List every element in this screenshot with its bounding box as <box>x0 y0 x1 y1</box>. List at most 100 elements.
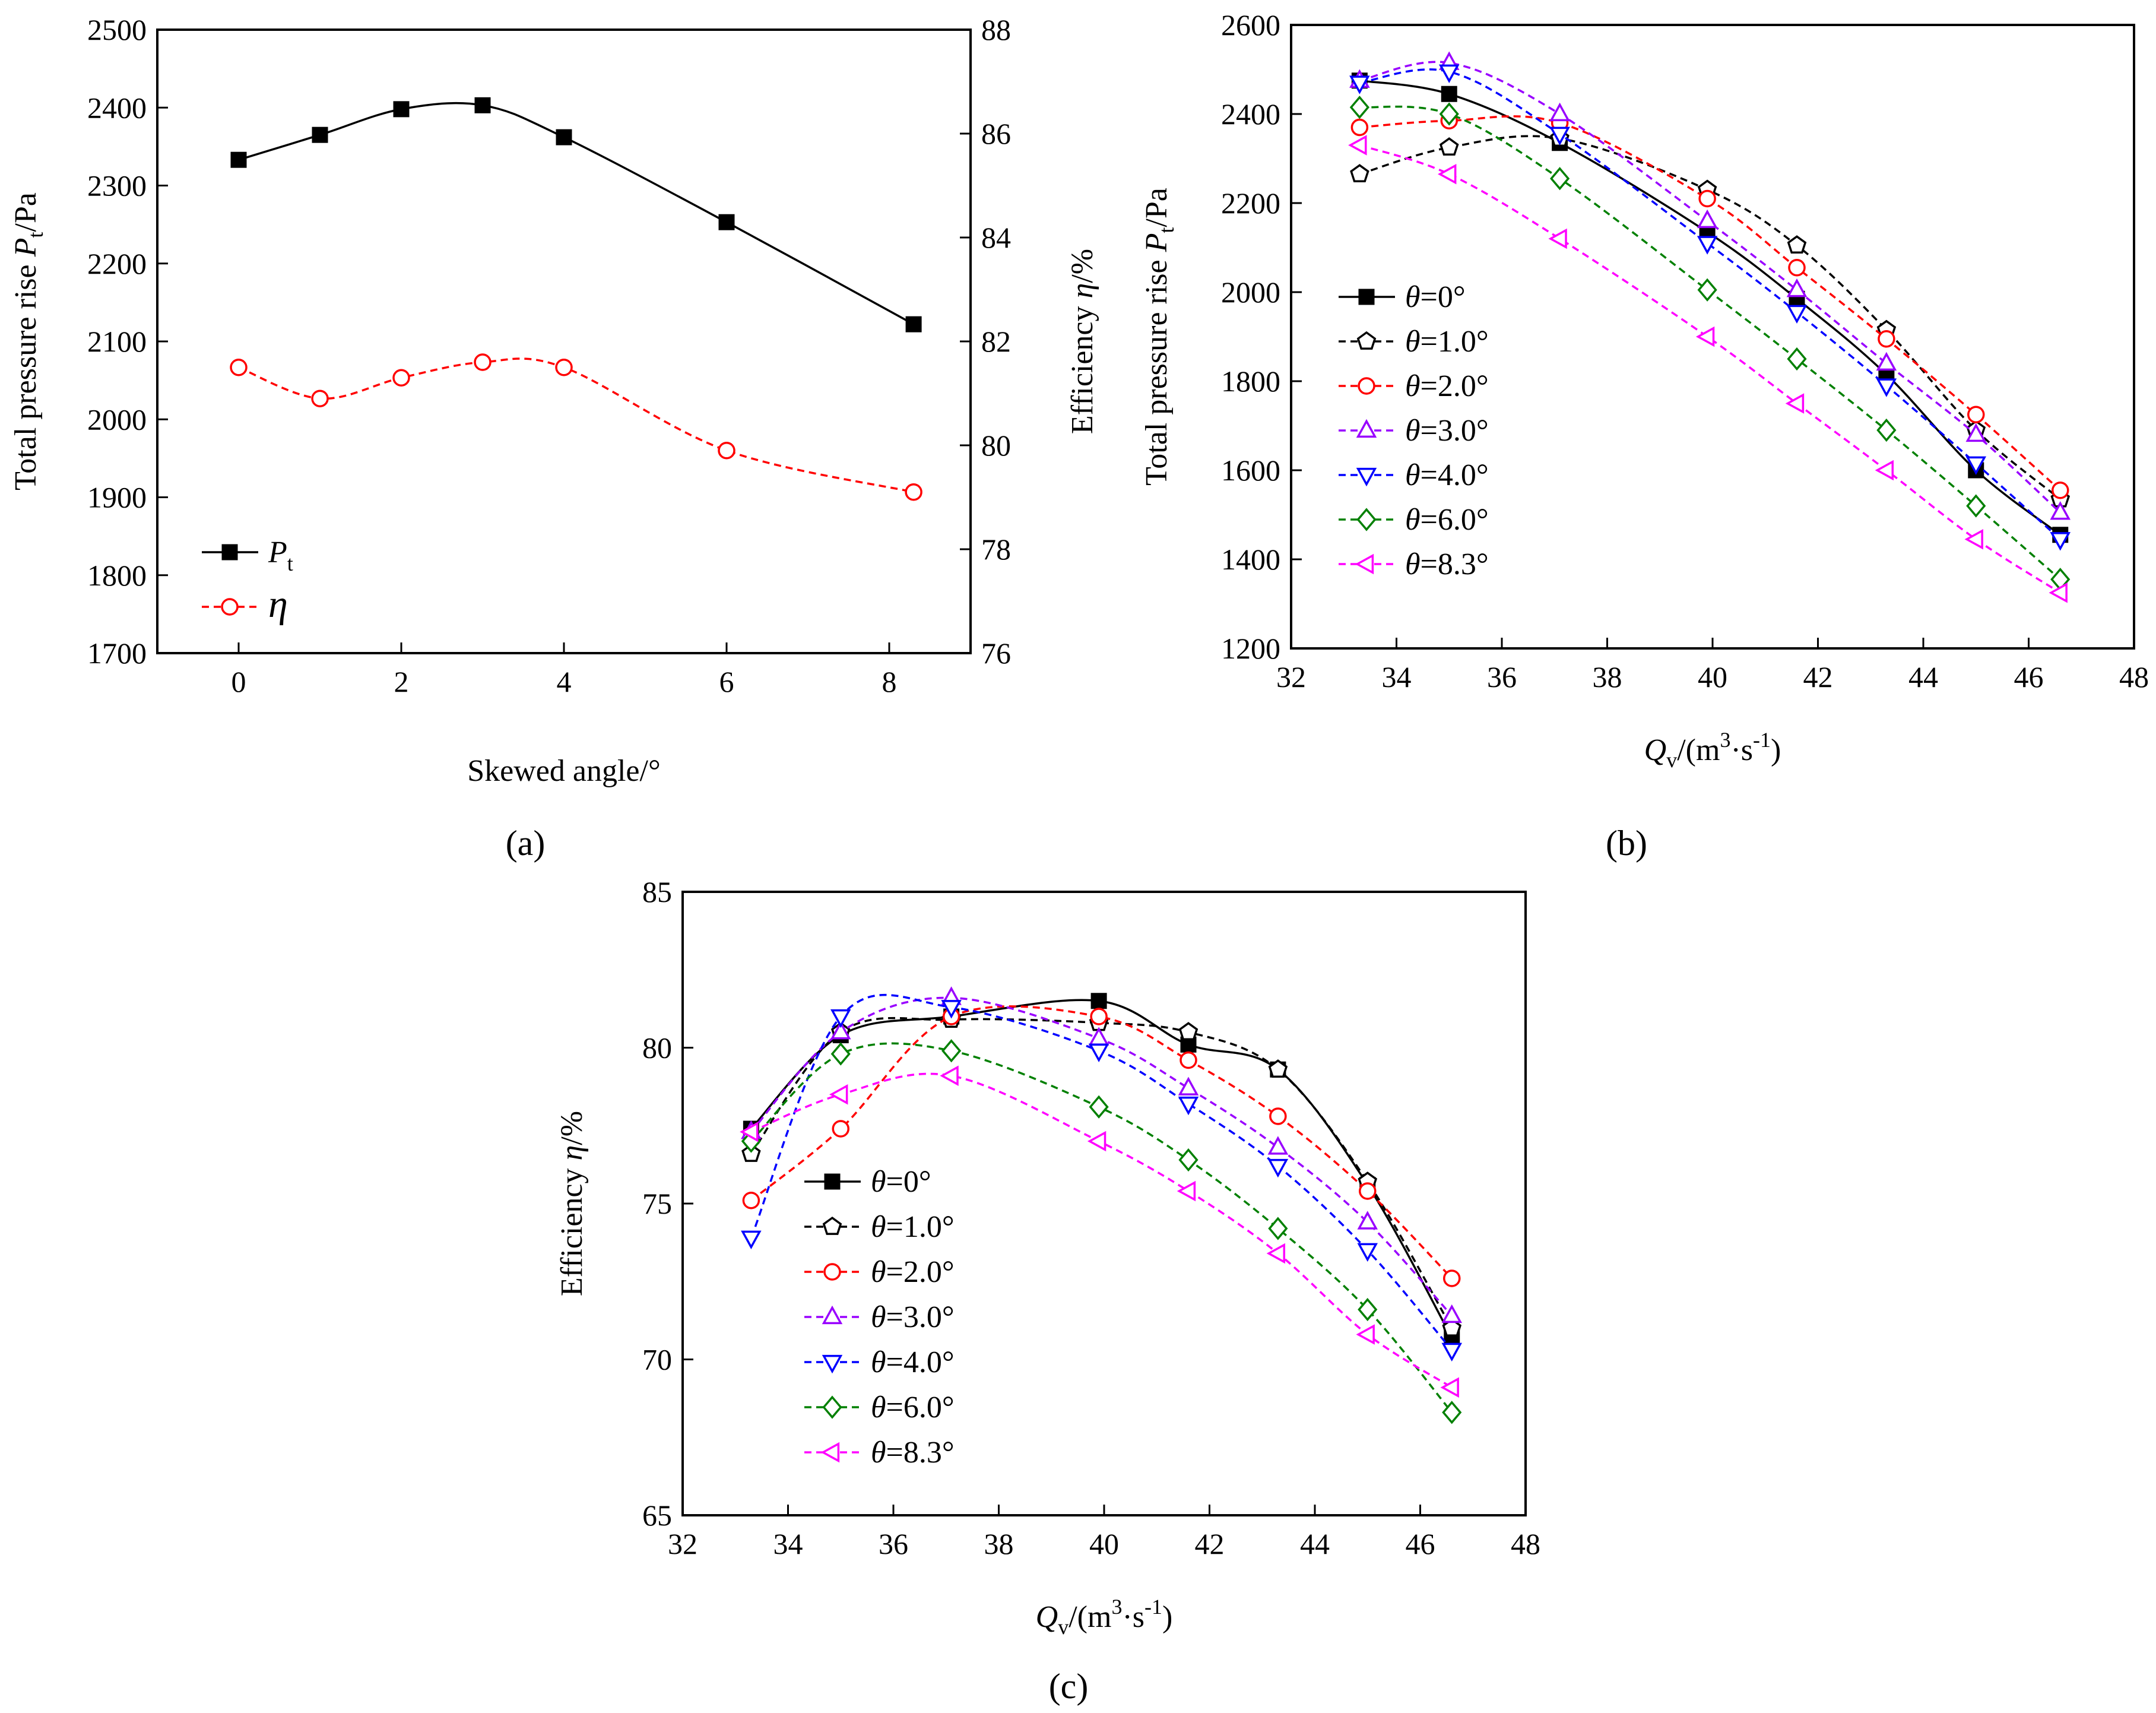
panel-label-b: (b) <box>1606 824 1647 863</box>
data-point <box>1441 1304 1463 1323</box>
legend-label: θ=4.0° <box>871 1345 955 1379</box>
y-tick-label: 70 <box>642 1343 672 1376</box>
data-point <box>718 442 735 460</box>
data-point <box>1267 1136 1289 1155</box>
data-point <box>1698 189 1716 208</box>
data-point <box>1359 1182 1377 1200</box>
y-tick-label: 2400 <box>1221 97 1280 131</box>
data-point <box>941 1000 962 1019</box>
data-point <box>1178 1096 1199 1116</box>
series-group-c <box>740 986 1463 1424</box>
data-point <box>1090 993 1107 1009</box>
data-point <box>1356 1324 1375 1345</box>
data-point <box>1697 209 1718 229</box>
x-tick-label: 46 <box>2014 660 2044 694</box>
data-point <box>1178 1022 1199 1041</box>
series-line <box>750 1072 1453 1389</box>
data-point <box>1088 1043 1109 1062</box>
y-axis-label-a: Total pressure rise Pt/Pa <box>9 192 47 490</box>
legend-label: θ=4.0° <box>1405 458 1489 492</box>
data-point <box>832 1120 849 1138</box>
data-point <box>905 316 922 333</box>
legend-marker <box>1356 508 1377 531</box>
series-line <box>1359 105 2061 581</box>
legend-marker <box>822 1216 842 1235</box>
data-point <box>742 1192 760 1209</box>
data-point <box>1441 86 1457 102</box>
y-tick-label: 2300 <box>87 169 147 202</box>
y-axis-b: 1200 1400 1600 1800 2000 2200 2400 2600 <box>1221 8 1302 665</box>
y-tick-label: 1700 <box>87 637 147 670</box>
data-point <box>1348 135 1367 156</box>
y-tick-label: 84 <box>981 221 1011 254</box>
data-point <box>393 101 410 118</box>
data-point <box>1438 163 1457 185</box>
data-point <box>312 126 328 143</box>
data-point <box>1440 1377 1459 1398</box>
y-tick-label: 1600 <box>1221 454 1280 487</box>
data-point <box>1088 1027 1109 1046</box>
y-axis-label-b: Total pressure rise Pt/Pa <box>1140 188 1178 486</box>
y-tick-label: 75 <box>642 1187 672 1220</box>
y-tick-label: 2000 <box>87 403 147 436</box>
y2-axis-label-a: Efficiency η/% <box>1066 249 1099 434</box>
panel-label-a: (a) <box>506 824 546 863</box>
x-tick-label: 42 <box>1803 660 1833 694</box>
x-axis-label-c: Qv/(m3·s-1) <box>1036 1595 1173 1639</box>
data-point <box>1787 347 1807 371</box>
data-point <box>1357 1211 1378 1230</box>
data-point <box>1089 1095 1109 1119</box>
legend-label: θ=6.0° <box>871 1391 955 1424</box>
data-point <box>1266 1243 1286 1264</box>
y-tick-label: 1800 <box>1221 365 1280 398</box>
legend-marker <box>824 1173 841 1190</box>
y-tick-label: 65 <box>642 1499 672 1532</box>
legend-marker <box>822 1395 842 1419</box>
data-point <box>1876 418 1897 442</box>
x-tick-label: 2 <box>394 665 409 698</box>
y-tick-label: 88 <box>981 13 1011 46</box>
x-tick-label: 38 <box>1593 660 1622 694</box>
panel-label-c: (c) <box>1049 1667 1089 1706</box>
data-point <box>2050 532 2071 551</box>
y-tick-label: 80 <box>981 429 1011 462</box>
legend-label: θ=0° <box>1405 280 1466 314</box>
data-point <box>1550 167 1570 191</box>
data-point <box>1180 1051 1197 1069</box>
y-axis-right-a: 76 78 80 82 84 86 88 <box>960 13 1011 670</box>
legend-label: Pt <box>268 536 293 575</box>
data-point <box>1442 1401 1462 1424</box>
data-point <box>1268 1059 1288 1078</box>
y-tick-label: 80 <box>642 1031 672 1065</box>
y-tick-label: 1900 <box>87 481 147 514</box>
series-line <box>750 1042 1453 1413</box>
x-tick-label: 0 <box>232 665 246 698</box>
series-line <box>750 996 1453 1317</box>
legend-label: θ=1.0° <box>871 1210 955 1244</box>
y-tick-label: 2600 <box>1221 8 1280 42</box>
data-point <box>718 214 735 230</box>
data-point <box>1269 1107 1287 1125</box>
data-point <box>830 1021 851 1040</box>
legend-a: Pt η <box>202 536 293 626</box>
x-tick-label: 8 <box>882 665 897 698</box>
plot-frame-c <box>681 891 1527 1516</box>
x-tick-label: 4 <box>557 665 572 698</box>
legend-label: θ=2.0° <box>1405 369 1489 403</box>
x-tick-label: 6 <box>719 665 734 698</box>
series-line <box>750 1017 1453 1329</box>
legend-label: θ=6.0° <box>1405 503 1489 537</box>
y-tick-label: 86 <box>981 117 1011 150</box>
data-point <box>230 359 248 376</box>
legend-marker <box>1356 419 1377 438</box>
y-tick-label: 2400 <box>87 91 147 124</box>
y-tick-label: 1200 <box>1221 632 1280 665</box>
x-axis-a: 0 2 4 6 8 <box>232 642 897 698</box>
x-axis-label-a: Skewed angle/° <box>467 754 660 788</box>
data-point <box>474 97 491 113</box>
data-point <box>1090 1008 1108 1025</box>
x-axis-b: 32 34 36 38 40 42 44 46 48 <box>1276 638 2149 694</box>
data-point <box>1268 1217 1288 1240</box>
data-point <box>1177 1180 1196 1202</box>
